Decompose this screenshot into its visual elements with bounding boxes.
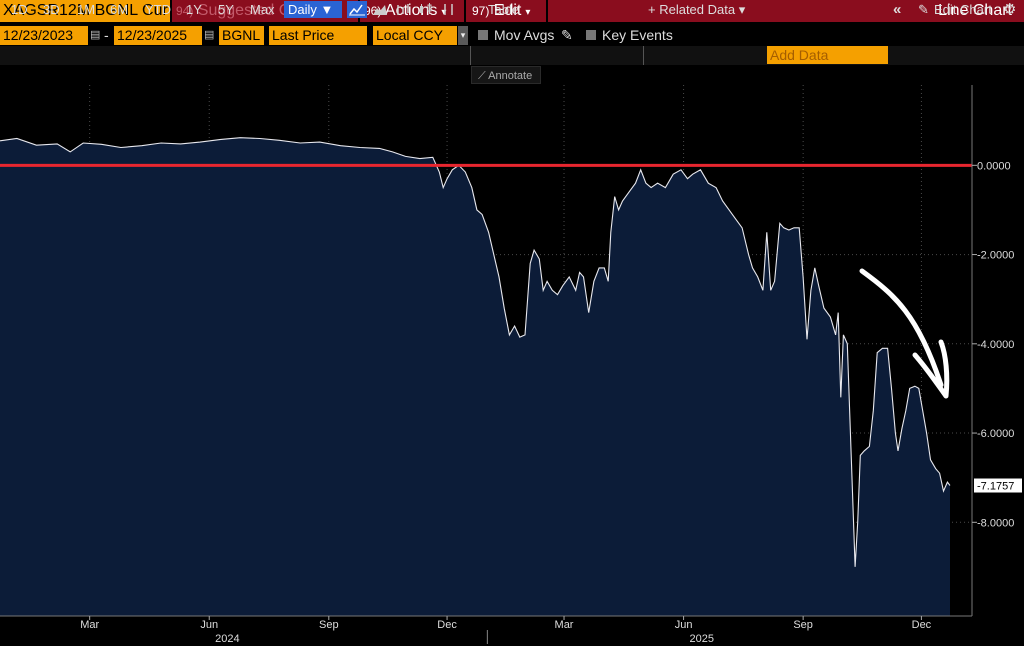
caret-down-icon: ▾	[525, 7, 531, 18]
range-6m-button[interactable]: 6M	[110, 2, 129, 17]
table-button[interactable]: Table	[488, 2, 520, 17]
caret-down-icon: ▾	[441, 7, 447, 18]
end-date-field[interactable]: 12/23/2025	[114, 26, 202, 45]
x-tick-label: Sep	[793, 619, 813, 631]
related-data-button[interactable]: + Related Data ▾	[648, 2, 746, 17]
x-tick-label: Dec	[912, 619, 932, 631]
y-axis: 0.0000 -2.0000 -4.0000 -6.0000 -8.0000	[971, 85, 1014, 616]
range-max-button[interactable]: Max	[250, 2, 275, 17]
x-tick-label: Mar	[80, 619, 99, 631]
collapse-icon[interactable]: «	[893, 1, 902, 18]
start-date-field[interactable]: 12/23/2023	[0, 26, 88, 45]
candlestick-chart-icon[interactable]	[416, 1, 436, 18]
menu-number: 94)	[176, 4, 194, 18]
divider	[546, 0, 548, 22]
pencil-icon: ⟋	[478, 70, 486, 82]
x-tick-label: Sep	[319, 619, 339, 631]
mov-avgs-checkbox[interactable]	[478, 30, 488, 40]
x-tick-label: Jun	[200, 619, 218, 631]
add-data-input[interactable]: Add Data	[767, 46, 888, 64]
divider	[464, 0, 466, 22]
gear-icon[interactable]: ⚙	[1003, 1, 1017, 18]
edit-menu[interactable]: 97) Edit ▾	[472, 0, 530, 22]
key-events-checkbox[interactable]	[586, 30, 596, 40]
mov-avgs-label: Mov Avgs	[494, 27, 555, 43]
range-1y-button[interactable]: 1Y	[186, 2, 202, 17]
series-area	[0, 137, 950, 616]
divider	[643, 46, 644, 65]
bar-chart-icon[interactable]	[393, 1, 413, 18]
pricing-source-field[interactable]: BGNL	[219, 26, 264, 45]
chevron-down-icon[interactable]: ▾	[458, 26, 468, 45]
x-year-label: 2024	[215, 633, 239, 645]
x-axis: Mar Jun Sep Dec Mar Jun Sep Dec 2024 2025	[0, 615, 972, 645]
x-tick-label: Dec	[437, 619, 457, 631]
y-tick-label: -2.0000	[977, 250, 1014, 262]
line-chart-icon[interactable]	[347, 1, 367, 18]
range-3d-button[interactable]: 3D	[43, 2, 60, 17]
x-year-label: 2025	[690, 633, 714, 645]
range-ytd-button[interactable]: YTD	[145, 2, 171, 17]
annotate-label: Annotate	[488, 70, 533, 82]
pencil-icon: ✎	[918, 2, 929, 17]
security-ticker-field[interactable]: XAGSR12M BGNL Cur	[0, 0, 170, 22]
divider	[470, 46, 471, 65]
edit-chart-button[interactable]: Edit Chart	[934, 2, 992, 17]
y-tick-label: 0.0000	[977, 160, 1011, 172]
settings-bars-icon[interactable]	[439, 1, 459, 18]
chart-type-title: Line Chart	[938, 2, 1012, 19]
divider	[170, 0, 172, 22]
key-events-label: Key Events	[602, 27, 673, 43]
currency-selector[interactable]: Local CCY	[373, 26, 457, 45]
pencil-icon[interactable]: ✎	[561, 27, 573, 43]
x-tick-label: Jun	[675, 619, 693, 631]
y-tick-label: -6.0000	[977, 428, 1014, 440]
calendar-icon[interactable]: ▤	[204, 29, 215, 41]
x-tick-label: Mar	[555, 619, 574, 631]
menu-label: Edit	[493, 2, 522, 19]
range-1d-button[interactable]: 1D	[11, 2, 28, 17]
frequency-dropdown[interactable]: Daily ▼	[284, 1, 342, 18]
parameter-bar: 12/23/2023 ▤ - 12/23/2025 ▤ BGNL Last Pr…	[0, 26, 1024, 46]
last-value-tag: -7.1757	[974, 478, 1022, 493]
last-value-box	[974, 478, 1022, 493]
line-chart: 0.0000 -2.0000 -4.0000 -6.0000 -8.0000 Mar Ju…	[0, 85, 1024, 646]
date-separator: -	[104, 27, 109, 43]
range-5y-button[interactable]: 5Y	[218, 2, 234, 17]
y-tick-label: -4.0000	[977, 339, 1014, 351]
calendar-icon[interactable]: ▤	[90, 29, 101, 41]
annotate-button[interactable]: ⟋ Annotate	[471, 66, 541, 84]
menu-number: 97)	[472, 4, 490, 18]
mountain-chart-icon[interactable]	[370, 1, 390, 18]
range-1m-button[interactable]: 1M	[77, 2, 96, 17]
title-bar	[0, 0, 1024, 22]
hand-drawn-arrow-annotation	[859, 268, 950, 399]
price-field-selector[interactable]: Last Price	[269, 26, 367, 45]
series-line	[0, 137, 951, 567]
last-value-label: -7.1757	[977, 481, 1014, 493]
y-tick-label: -8.0000	[977, 517, 1014, 529]
